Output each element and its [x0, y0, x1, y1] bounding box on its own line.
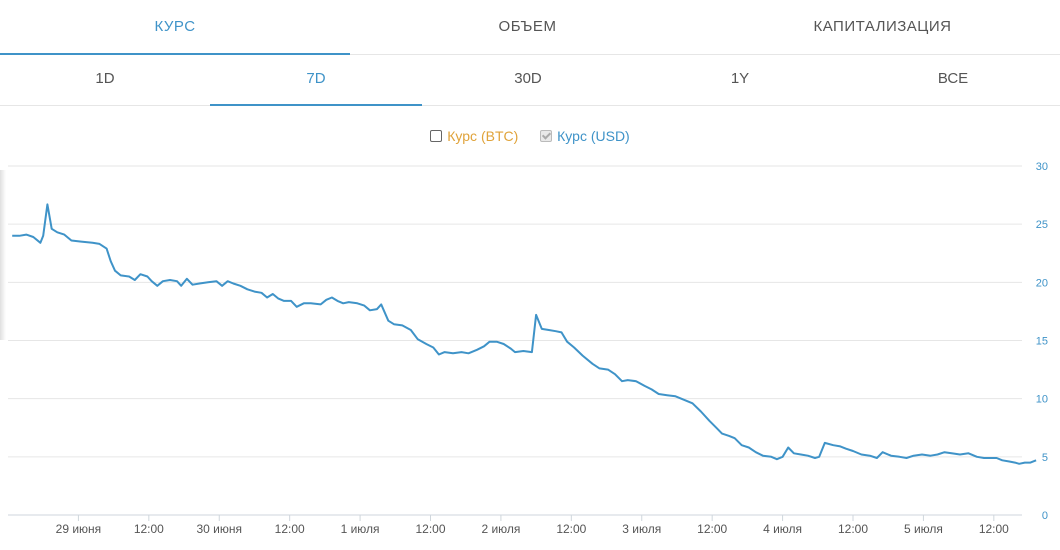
legend-usd-checkbox[interactable] [540, 130, 553, 142]
tab-rate-underline [0, 53, 350, 55]
y-tick-label: 5 [1042, 452, 1048, 464]
x-axis-ticks: 29 июня 12:00 30 июня 12:00 1 июля 12:00 2 июл… [56, 515, 1009, 536]
x-tick-label: 12:00 [697, 522, 727, 536]
legend-btc-checkbox[interactable] [430, 130, 443, 142]
chart-grid [8, 165, 1022, 516]
legend-usd-label: Курс (USD) [557, 128, 630, 144]
range-1d-label: 1D [95, 70, 115, 87]
x-tick-label: 1 июля [341, 522, 380, 536]
y-axis-ticks: 0 5 10 15 20 25 30 [1036, 161, 1048, 522]
y-tick-label: 30 [1036, 161, 1048, 173]
tab-volume[interactable]: ОБЪЕМ [350, 0, 705, 54]
metric-tabs: КУРС ОБЪЕМ КАПИТАЛИЗАЦИЯ [0, 0, 1060, 55]
tab-capitalization[interactable]: КАПИТАЛИЗАЦИЯ [705, 0, 1060, 54]
legend-item-btc[interactable]: Курс (BTC) [430, 128, 518, 144]
range-7d-underline [210, 104, 422, 106]
range-1d[interactable]: 1D [0, 55, 210, 105]
legend-btc-label: Курс (BTC) [447, 128, 519, 144]
y-tick-label: 0 [1042, 510, 1048, 522]
x-tick-label: 12:00 [134, 522, 164, 536]
y-tick-label: 25 [1036, 219, 1048, 231]
x-tick-label: 2 июля [481, 522, 520, 536]
x-tick-label: 5 июля [904, 522, 943, 536]
chart-legend: Курс (BTC) Курс (USD) [0, 128, 1060, 152]
y-tick-label: 15 [1036, 336, 1048, 348]
range-1y-label: 1Y [730, 70, 750, 87]
x-tick-label: 4 июля [763, 522, 802, 536]
range-30d-label: 30D [514, 70, 542, 87]
x-tick-label: 12:00 [838, 522, 868, 536]
range-1y[interactable]: 1Y [634, 55, 846, 105]
range-all[interactable]: ВСЕ [846, 55, 1060, 105]
y-tick-label: 20 [1036, 277, 1048, 289]
range-7d[interactable]: 7D [210, 55, 422, 106]
range-tabs: 1D 7D 30D 1Y ВСЕ [0, 55, 1060, 106]
tab-volume-label: ОБЪЕМ [498, 18, 557, 35]
y-tick-label: 10 [1036, 394, 1048, 406]
x-tick-label: 12:00 [979, 522, 1009, 536]
range-all-label: ВСЕ [937, 70, 969, 87]
tab-rate[interactable]: КУРС [0, 0, 350, 55]
x-tick-label: 12:00 [556, 522, 586, 536]
tab-rate-label: КУРС [154, 18, 196, 35]
legend-item-usd[interactable]: Курс (USD) [540, 128, 630, 144]
x-tick-label: 29 июня [56, 522, 102, 536]
range-30d[interactable]: 30D [422, 55, 634, 105]
chart-series [12, 203, 1037, 465]
range-7d-label: 7D [306, 70, 326, 87]
x-tick-label: 12:00 [415, 522, 445, 536]
tab-capitalization-label: КАПИТАЛИЗАЦИЯ [813, 18, 952, 35]
series-line-usd [12, 203, 1037, 465]
scroll-edge-shadow [0, 170, 6, 340]
x-tick-label: 30 июня [196, 522, 242, 536]
x-tick-label: 12:00 [275, 522, 305, 536]
x-tick-label: 3 июля [622, 522, 661, 536]
